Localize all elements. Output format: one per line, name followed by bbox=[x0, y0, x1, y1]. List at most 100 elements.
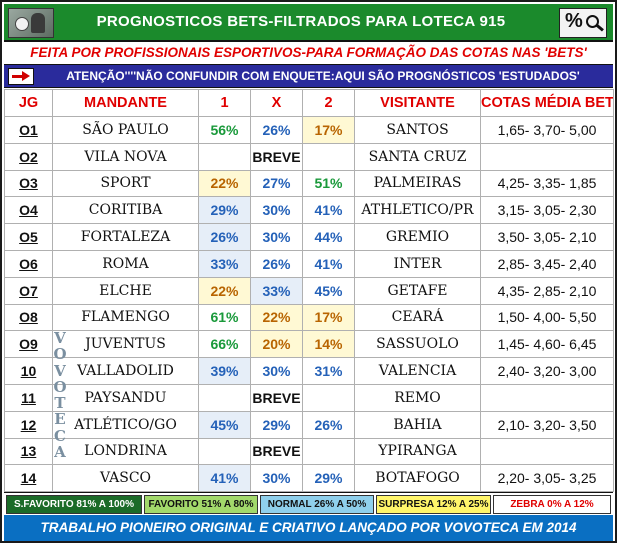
away-team: SASSUOLO bbox=[354, 330, 481, 359]
prob-away: 29% bbox=[302, 464, 355, 493]
away-team: ATHLETICO/PR bbox=[354, 196, 481, 225]
away-team: BOTAFOGO bbox=[354, 464, 481, 493]
prob-draw: 26% bbox=[250, 116, 303, 144]
game-number: 12 bbox=[4, 410, 53, 439]
prob-draw: 33% bbox=[250, 276, 303, 305]
prob-home: 61% bbox=[198, 303, 251, 332]
prob-home bbox=[198, 142, 251, 171]
home-team: SÃO PAULO bbox=[52, 116, 199, 144]
col-header-odds: COTAS MÉDIA BETS bbox=[480, 89, 614, 117]
legend-zebra: ZEBRA 0% A 12% bbox=[493, 495, 611, 514]
home-team: VILA NOVA bbox=[52, 142, 199, 171]
odds: 1,65- 3,70- 5,00 bbox=[480, 116, 614, 144]
game-number: O8 bbox=[4, 303, 53, 332]
odds: 2,20- 3,05- 3,25 bbox=[480, 464, 614, 493]
game-number: O7 bbox=[4, 276, 53, 305]
footer-bar: TRABALHO PIONEIRO ORIGINAL E CRIATIVO LA… bbox=[4, 515, 613, 541]
col-header-1: 1 bbox=[198, 89, 251, 117]
prob-draw-breve: BREVE bbox=[250, 437, 303, 466]
legend-strong-favorite: S.FAVORITO 81% A 100% bbox=[6, 495, 142, 514]
game-number: 13 bbox=[4, 437, 53, 466]
vertical-letter: O bbox=[53, 377, 67, 396]
legend-bar: S.FAVORITO 81% A 100% FAVORITO 51% A 80%… bbox=[4, 492, 613, 515]
home-team: ROMA bbox=[52, 249, 199, 278]
legend-normal: NORMAL 26% A 50% bbox=[260, 495, 374, 514]
prob-away bbox=[302, 437, 355, 466]
odds: 4,25- 3,35- 1,85 bbox=[480, 169, 614, 198]
odds: 2,85- 3,45- 2,40 bbox=[480, 249, 614, 278]
vertical-letter: E bbox=[54, 410, 66, 429]
col-header-home: MANDANTE bbox=[52, 89, 199, 117]
table-row: O5 FORTALEZA 26% 30% 44% GREMIO 3,50- 3,… bbox=[4, 223, 614, 251]
table-row: O4 CORITIBA 29% 30% 41% ATHLETICO/PR 3,1… bbox=[4, 196, 614, 225]
attention-bar: ATENÇÃO''''NÃO CONFUNDIR COM ENQUETE:AQU… bbox=[4, 65, 613, 88]
vertical-letter: A bbox=[54, 443, 66, 462]
home-team: JUVENTUS bbox=[52, 330, 199, 359]
table-row: O8 FLAMENGO 61% 22% 17% CEARÁ 1,50- 4,00… bbox=[4, 303, 614, 332]
vovoteca-vertical-text: V O V O T E C A bbox=[50, 330, 70, 493]
prob-home: 56% bbox=[198, 116, 251, 144]
home-team: ATLÉTICO/GO bbox=[52, 410, 199, 439]
odds bbox=[480, 437, 614, 466]
prob-home: 41% bbox=[198, 464, 251, 493]
prob-home bbox=[198, 437, 251, 466]
prob-home: 26% bbox=[198, 223, 251, 251]
prob-home: 33% bbox=[198, 249, 251, 278]
header-bar: PROGNOSTICOS BETS-FILTRADOS PARA LOTECA … bbox=[4, 4, 613, 42]
prob-away: 17% bbox=[302, 116, 355, 144]
table-row: O2 VILA NOVA BREVE SANTA CRUZ bbox=[4, 142, 614, 171]
game-number: O2 bbox=[4, 142, 53, 171]
prob-away: 17% bbox=[302, 303, 355, 332]
prob-away bbox=[302, 142, 355, 171]
page-title: PROGNOSTICOS BETS-FILTRADOS PARA LOTECA … bbox=[96, 13, 506, 30]
home-team: PAYSANDU bbox=[52, 383, 199, 412]
table-row: 13 LONDRINA BREVE YPIRANGA bbox=[4, 437, 614, 466]
vertical-letter: T bbox=[54, 394, 66, 413]
col-header-2: 2 bbox=[302, 89, 355, 117]
table-row: O9 JUVENTUS 66% 20% 14% SASSUOLO 1,45- 4… bbox=[4, 330, 614, 359]
away-team: GREMIO bbox=[354, 223, 481, 251]
table-row: O7 ELCHE 22% 33% 45% GETAFE 4,35- 2,85- … bbox=[4, 276, 614, 305]
away-team: CEARÁ bbox=[354, 303, 481, 332]
prob-away: 45% bbox=[302, 276, 355, 305]
percent-magnifier-icon: % bbox=[559, 8, 607, 38]
prob-draw: 29% bbox=[250, 410, 303, 439]
odds: 1,50- 4,00- 5,50 bbox=[480, 303, 614, 332]
player-silhouette-icon bbox=[31, 13, 45, 33]
game-number: O9 bbox=[4, 330, 53, 359]
prob-away: 14% bbox=[302, 330, 355, 359]
col-header-x: X bbox=[250, 89, 303, 117]
game-number: 11 bbox=[4, 383, 53, 412]
away-team: VALENCIA bbox=[354, 357, 481, 385]
odds: 4,35- 2,85- 2,10 bbox=[480, 276, 614, 305]
vertical-letter: O bbox=[53, 345, 67, 364]
arrow-right-icon bbox=[8, 68, 34, 85]
game-number: 10 bbox=[4, 357, 53, 385]
vertical-letter: C bbox=[54, 426, 66, 445]
game-number: O4 bbox=[4, 196, 53, 225]
soccer-player-icon bbox=[8, 8, 54, 38]
prob-home: 66% bbox=[198, 330, 251, 359]
home-team: FORTALEZA bbox=[52, 223, 199, 251]
away-team: GETAFE bbox=[354, 276, 481, 305]
percent-sign: % bbox=[565, 10, 583, 32]
prob-draw: 30% bbox=[250, 196, 303, 225]
away-team: YPIRANGA bbox=[354, 437, 481, 466]
prob-away: 26% bbox=[302, 410, 355, 439]
table-row: O1 SÃO PAULO 56% 26% 17% SANTOS 1,65- 3,… bbox=[4, 116, 614, 144]
home-team: FLAMENGO bbox=[52, 303, 199, 332]
away-team: INTER bbox=[354, 249, 481, 278]
odds: 3,50- 3,05- 2,10 bbox=[480, 223, 614, 251]
home-team: LONDRINA bbox=[52, 437, 199, 466]
prob-away: 31% bbox=[302, 357, 355, 385]
prob-draw: 30% bbox=[250, 464, 303, 493]
prob-home bbox=[198, 383, 251, 412]
prob-draw: 26% bbox=[250, 249, 303, 278]
attention-text: ATENÇÃO''''NÃO CONFUNDIR COM ENQUETE:AQU… bbox=[66, 69, 580, 83]
away-team: SANTA CRUZ bbox=[354, 142, 481, 171]
prob-home: 29% bbox=[198, 196, 251, 225]
game-number: O3 bbox=[4, 169, 53, 198]
subtitle: FEITA POR PROFISSIONAIS ESPORTIVOS-PARA … bbox=[4, 42, 613, 65]
odds bbox=[480, 383, 614, 412]
odds: 2,10- 3,20- 3,50 bbox=[480, 410, 614, 439]
